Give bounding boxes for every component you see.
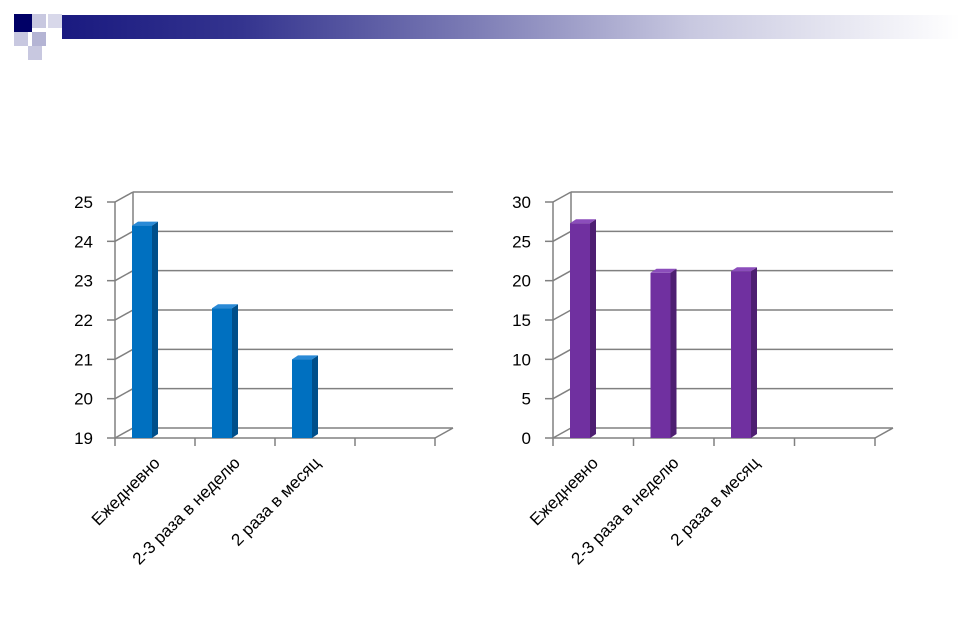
y-tick-label: 15 — [512, 311, 531, 330]
y-tick-label: 0 — [522, 429, 531, 448]
bar-side — [232, 304, 238, 438]
bar-top — [650, 268, 677, 273]
y-tick-label: 21 — [74, 350, 93, 369]
gridline-wall — [114, 427, 134, 439]
floor-right-edge — [434, 427, 454, 439]
y-tick-label: 5 — [522, 390, 531, 409]
header-square-light-5 — [28, 46, 42, 60]
gridline-wall — [114, 191, 134, 203]
gridline-wall — [114, 388, 134, 400]
y-tick-label: 25 — [512, 232, 531, 251]
header-square-light-4 — [48, 14, 62, 28]
y-tick-label: 20 — [512, 272, 531, 291]
gridline-wall — [552, 230, 572, 242]
gridline-wall — [114, 348, 134, 360]
bar-side — [751, 267, 757, 438]
y-tick-label: 20 — [74, 390, 93, 409]
y-tick-label: 25 — [74, 193, 93, 212]
gridline-wall — [552, 191, 572, 203]
gridline-wall — [114, 270, 134, 282]
bar — [650, 272, 671, 438]
bar — [132, 225, 152, 438]
gridline-wall — [552, 309, 572, 321]
header-square-light-3 — [32, 32, 46, 46]
bar-side — [670, 268, 677, 438]
y-tick-label: 19 — [74, 429, 93, 448]
header-square-light-1 — [32, 14, 46, 28]
gridline-wall — [114, 230, 134, 242]
y-tick-label: 23 — [74, 272, 93, 291]
bar — [570, 223, 590, 438]
bar-side — [152, 221, 158, 438]
x-category-label: Ежедневно — [88, 453, 164, 529]
gridline-wall — [114, 309, 134, 321]
gridline-wall — [552, 427, 572, 439]
header-square-dark — [14, 14, 32, 32]
header-gradient-bar — [62, 15, 960, 39]
header-square-light-2 — [14, 32, 28, 46]
bar-top — [731, 267, 757, 272]
y-tick-label: 30 — [512, 193, 531, 212]
header-decoration — [0, 0, 960, 60]
gridline-wall — [552, 270, 572, 282]
x-category-label: Ежедневно — [526, 453, 602, 529]
bar-top — [570, 219, 596, 224]
bar — [292, 359, 312, 438]
floor-right-edge — [874, 427, 894, 439]
bar-top — [132, 221, 158, 226]
y-tick-label: 10 — [512, 350, 531, 369]
bar — [212, 308, 232, 438]
bar-top — [212, 304, 238, 309]
bar-side — [590, 219, 596, 438]
y-tick-label: 22 — [74, 311, 93, 330]
gridline-wall — [552, 348, 572, 360]
gridline-wall — [552, 388, 572, 400]
y-tick-label: 24 — [74, 232, 93, 251]
bar-side — [312, 355, 318, 438]
bar — [731, 271, 751, 438]
bar-top — [292, 355, 318, 360]
